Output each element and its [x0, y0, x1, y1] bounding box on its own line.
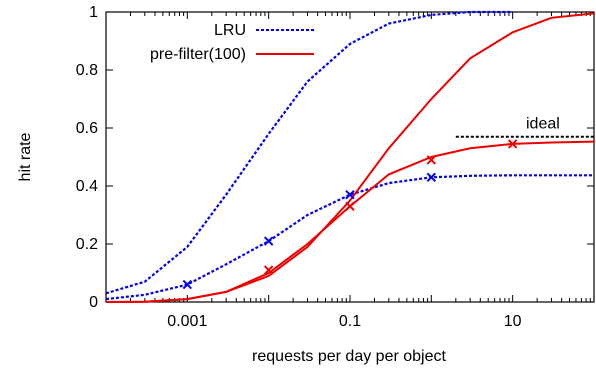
x-tick-label: 0.001 [167, 313, 207, 330]
y-axis-label: hit rate [17, 132, 34, 181]
series-line [105, 140, 595, 303]
x-tick-label: 10 [504, 313, 522, 330]
data-point-marker [182, 279, 193, 290]
y-tick-label: 0.4 [76, 178, 98, 195]
x-tick-label: 0.1 [339, 313, 361, 330]
data-point-marker [263, 265, 274, 275]
data-point-marker [507, 139, 518, 149]
data-point-marker [345, 189, 355, 200]
y-tick-label: 1 [89, 4, 98, 21]
data-point-marker [426, 172, 437, 183]
y-tick-label: 0 [89, 294, 98, 311]
y-tick-label: 0.6 [76, 120, 98, 137]
data-point-marker [426, 155, 437, 165]
series-line [105, 10, 513, 295]
series-markers [182, 139, 518, 290]
reference-lines: ideal [455, 116, 594, 138]
x-axis-label: requests per day per object [252, 348, 446, 365]
y-tick-label: 0.8 [76, 62, 98, 79]
legend-label: pre-filter(100) [150, 46, 246, 63]
data-point-marker [263, 236, 274, 246]
legend: LRU pre-filter(100) [150, 22, 314, 63]
y-ticks: 0 0.2 0.4 0.6 0.8 1 [76, 4, 594, 311]
data-point-marker [345, 201, 355, 212]
y-tick-label: 0.2 [76, 236, 98, 253]
ideal-label: ideal [526, 116, 560, 133]
legend-label: LRU [214, 22, 246, 39]
